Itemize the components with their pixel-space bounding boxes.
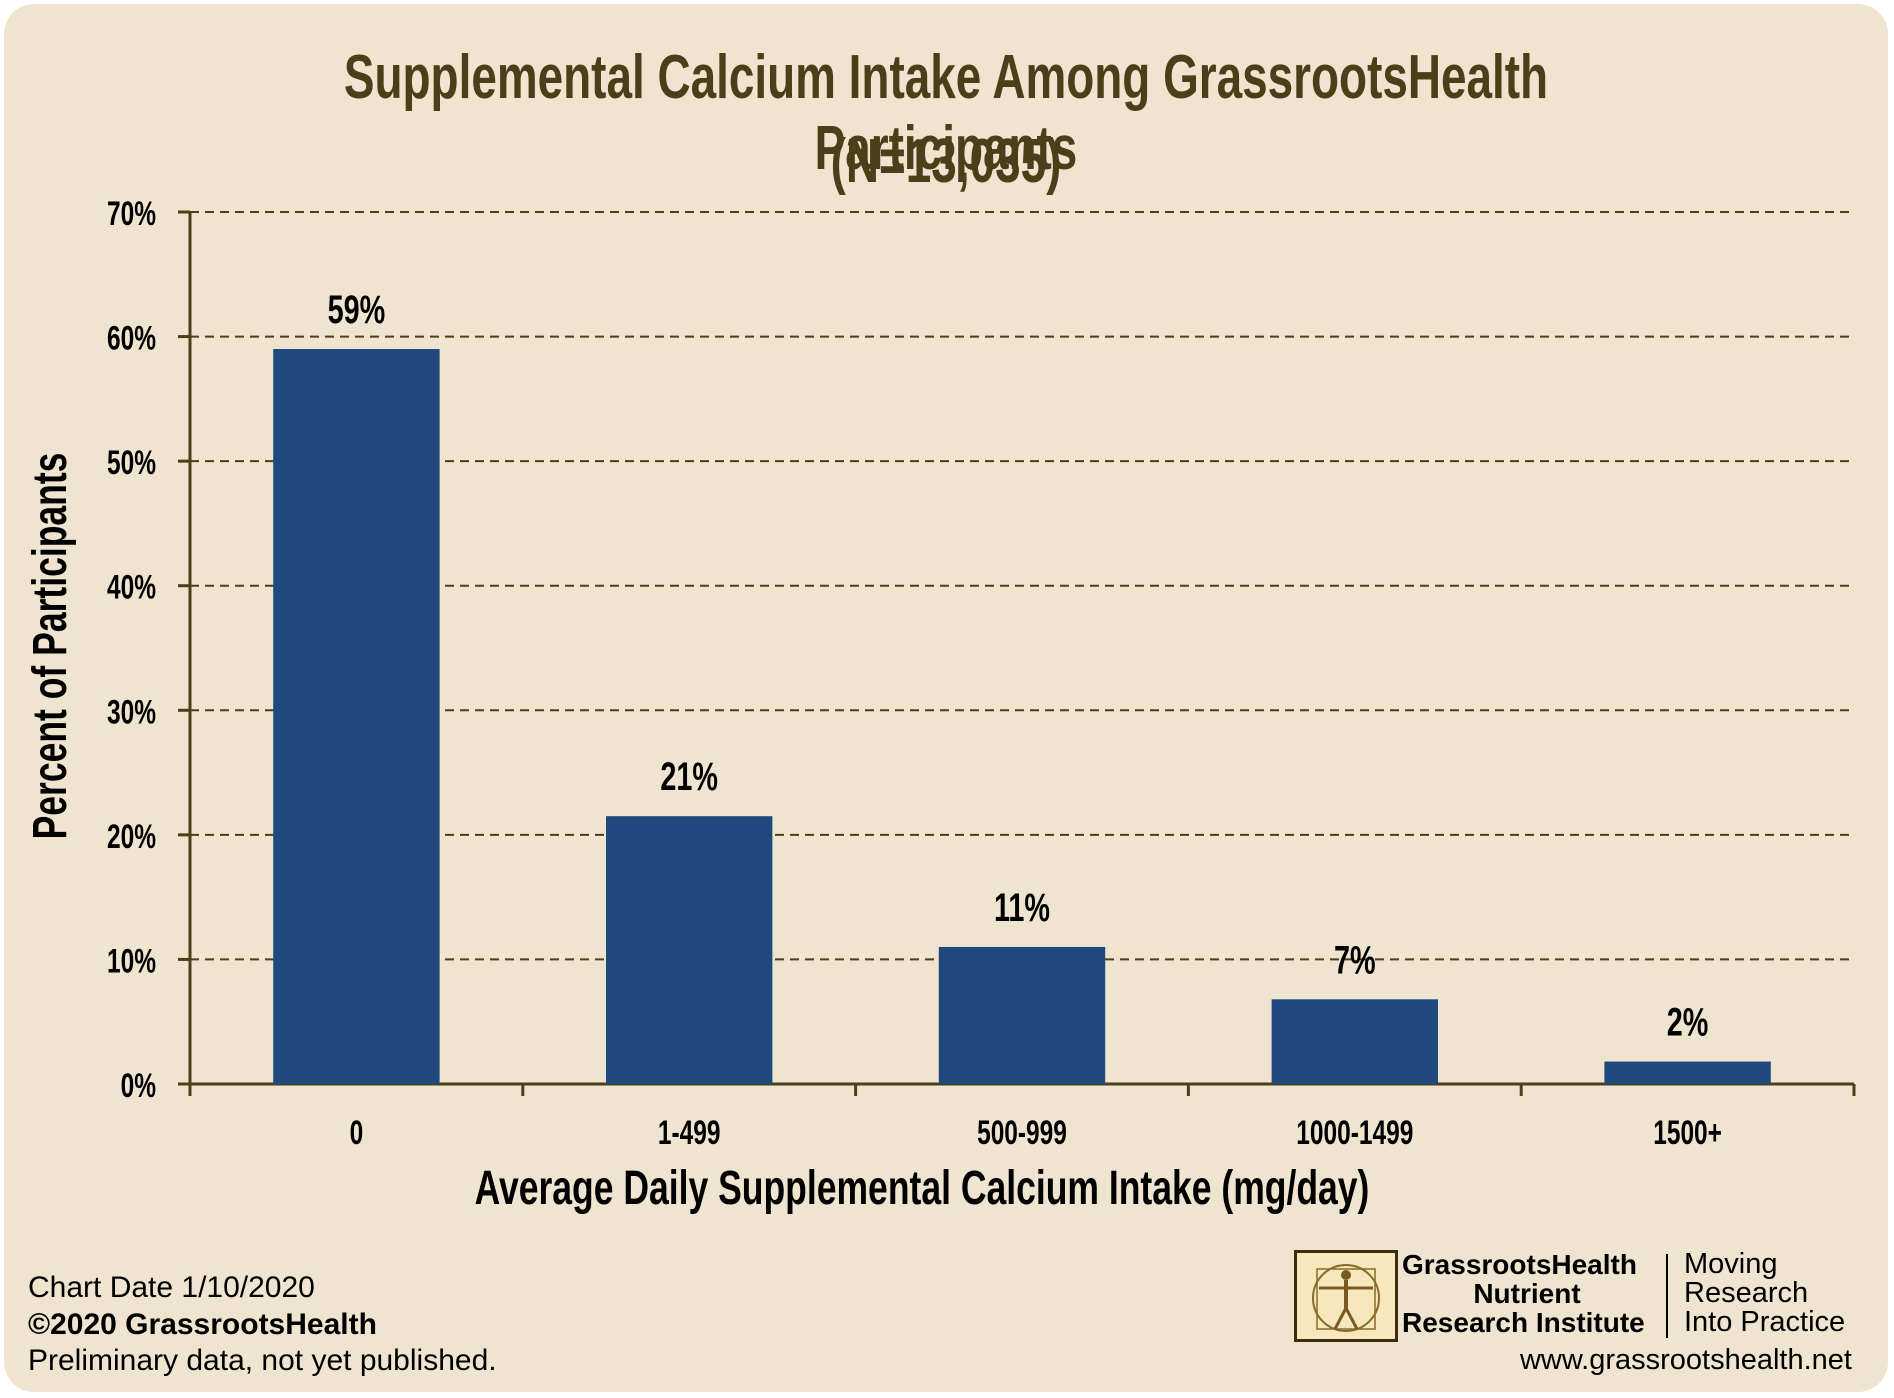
chart-panel: Supplemental Calcium Intake Among Grassr… <box>4 4 1888 1392</box>
bar <box>1604 1061 1771 1084</box>
x-tick-label: 500-999 <box>977 1114 1067 1152</box>
data-label: 2% <box>1667 1000 1709 1045</box>
tagline-line1: Moving <box>1684 1248 1778 1280</box>
data-label: 59% <box>328 287 386 332</box>
preliminary-note: Preliminary data, not yet published. <box>28 1344 497 1377</box>
copyright: ©2020 GrassrootsHealth <box>28 1308 377 1341</box>
website-link[interactable]: www.grassrootshealth.net <box>1519 1344 1852 1376</box>
vitruvian-logo-icon <box>1294 1250 1398 1342</box>
org-name-line1: GrassrootsHealth <box>1402 1249 1637 1280</box>
tagline-line3: Into Practice <box>1684 1306 1846 1338</box>
data-label: 7% <box>1334 938 1376 983</box>
bar <box>273 349 440 1084</box>
y-tick-label: 30% <box>107 693 156 731</box>
data-label: 21% <box>660 755 718 800</box>
org-name-line3: Research Institute <box>1402 1307 1645 1338</box>
chart-date: Chart Date 1/10/2020 <box>28 1271 315 1304</box>
data-label: 11% <box>994 885 1050 930</box>
bar-chart: 0% 10% 20% 30% 40% 50% 60% 70% 59% 0 21% 1-499 11% 50… <box>23 195 1856 1214</box>
y-tick-label: 20% <box>107 818 156 856</box>
x-tick-label: 1500+ <box>1653 1114 1722 1152</box>
x-tick-label: 0 <box>350 1114 364 1152</box>
y-tick-label: 50% <box>107 444 156 482</box>
chart-subtitle: (N=13,035) <box>830 127 1062 196</box>
x-tick-label: 1-499 <box>658 1114 721 1152</box>
y-tick-label: 40% <box>107 569 156 607</box>
x-axis-title: Average Daily Supplemental Calcium Intak… <box>475 1161 1370 1214</box>
y-tick-label: 10% <box>107 943 156 981</box>
bar <box>606 816 773 1084</box>
bar <box>938 946 1106 1084</box>
logo-divider <box>1666 1254 1668 1338</box>
y-axis-title: Percent of Participants <box>23 453 76 840</box>
chart-title: Supplemental Calcium Intake Among Grassr… <box>343 43 1549 183</box>
x-tick-label: 1000-1499 <box>1296 1114 1413 1152</box>
y-tick-label: 70% <box>107 195 156 233</box>
tagline-line2: Research <box>1684 1277 1809 1309</box>
org-name-line2: Nutrient <box>1473 1278 1581 1309</box>
y-tick-label: 60% <box>107 320 156 358</box>
y-tick-label: 0% <box>121 1067 156 1105</box>
bar <box>1271 999 1438 1084</box>
